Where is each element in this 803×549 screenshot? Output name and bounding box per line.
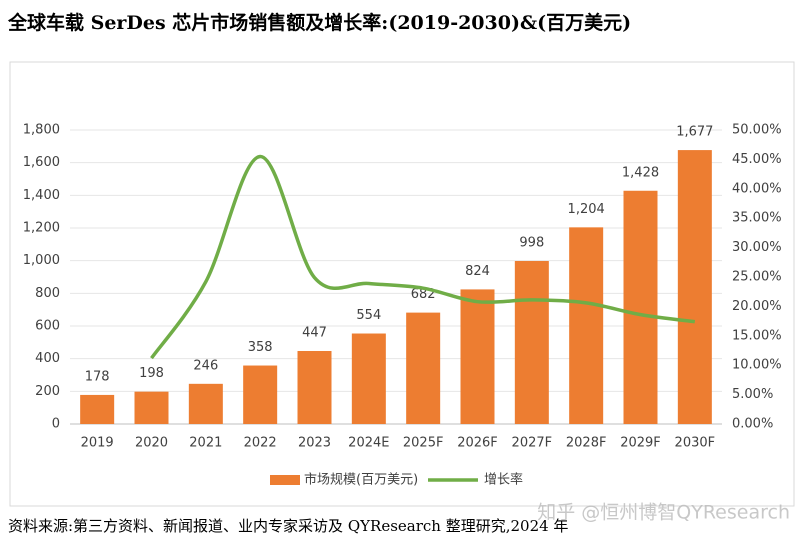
x-tick-label: 2019 xyxy=(81,436,114,451)
y2-tick-label: 5.00% xyxy=(732,387,773,402)
growth-line xyxy=(150,154,696,360)
bar xyxy=(351,333,386,424)
y2-tick-label: 50.00% xyxy=(732,123,782,138)
y2-tick-label: 35.00% xyxy=(732,211,782,226)
watermark: 知乎 @恒州博智QYResearch xyxy=(537,502,790,524)
bar xyxy=(297,350,332,424)
x-tick-label: 2030F xyxy=(675,436,716,451)
y2-tick-label: 45.00% xyxy=(732,152,782,167)
y2-tick-label: 15.00% xyxy=(732,328,782,343)
legend-label: 市场规模(百万美元) xyxy=(304,472,418,488)
value-label: 246 xyxy=(193,358,218,373)
bar xyxy=(569,227,604,424)
value-label: 554 xyxy=(356,308,381,323)
y-tick-label: 200 xyxy=(35,384,60,399)
value-label: 1,204 xyxy=(568,202,605,217)
y2-tick-label: 25.00% xyxy=(732,270,782,285)
y-tick-label: 1,400 xyxy=(23,188,60,203)
y-tick-label: 400 xyxy=(35,351,60,366)
bar xyxy=(623,190,658,424)
value-label: 824 xyxy=(465,264,490,279)
legend-label: 增长率 xyxy=(484,472,523,488)
y-tick-label: 1,200 xyxy=(23,221,60,236)
bar xyxy=(677,150,712,424)
x-tick-label: 2020 xyxy=(135,436,168,451)
bar xyxy=(134,391,169,424)
bar xyxy=(188,383,223,424)
bar xyxy=(460,289,495,424)
x-tick-label: 2028F xyxy=(566,436,607,451)
legend-swatch xyxy=(270,475,300,485)
y2-tick-label: 30.00% xyxy=(732,240,782,255)
value-label: 358 xyxy=(248,340,273,355)
y2-tick-label: 0.00% xyxy=(732,417,773,432)
bar xyxy=(514,260,549,424)
bar xyxy=(243,365,278,424)
y2-tick-label: 20.00% xyxy=(732,299,782,314)
x-tick-label: 2021 xyxy=(189,436,222,451)
y-tick-label: 1,800 xyxy=(23,123,60,138)
y-tick-label: 600 xyxy=(35,319,60,334)
x-tick-label: 2025F xyxy=(403,436,444,451)
value-label: 1,677 xyxy=(676,125,713,140)
x-tick-label: 2027F xyxy=(512,436,553,451)
x-tick-label: 2024E xyxy=(348,436,389,451)
x-tick-label: 2023 xyxy=(298,436,331,451)
y2-tick-label: 10.00% xyxy=(732,358,782,373)
y-tick-label: 1,000 xyxy=(23,253,60,268)
x-tick-label: 2022 xyxy=(244,436,277,451)
chart-frame xyxy=(9,61,795,507)
value-label: 198 xyxy=(139,366,164,381)
x-tick-label: 2026F xyxy=(457,436,498,451)
y2-tick-label: 40.00% xyxy=(732,181,782,196)
chart-title: 全球车载 SerDes 芯片市场销售额及增长率:(2019-2030)&(百万美… xyxy=(7,11,631,34)
bar xyxy=(80,394,115,424)
bar xyxy=(406,312,441,424)
y-tick-label: 1,600 xyxy=(23,155,60,170)
y-tick-label: 0 xyxy=(52,417,60,432)
source-note: 资料来源:第三方资料、新闻报道、业内专家采访及 QYResearch 整理研究,… xyxy=(8,517,568,535)
value-label: 1,428 xyxy=(622,165,659,180)
value-label: 998 xyxy=(519,235,544,250)
value-label: 447 xyxy=(302,325,327,340)
value-label: 178 xyxy=(85,369,110,384)
x-tick-label: 2029F xyxy=(620,436,661,451)
y-tick-label: 800 xyxy=(35,286,60,301)
